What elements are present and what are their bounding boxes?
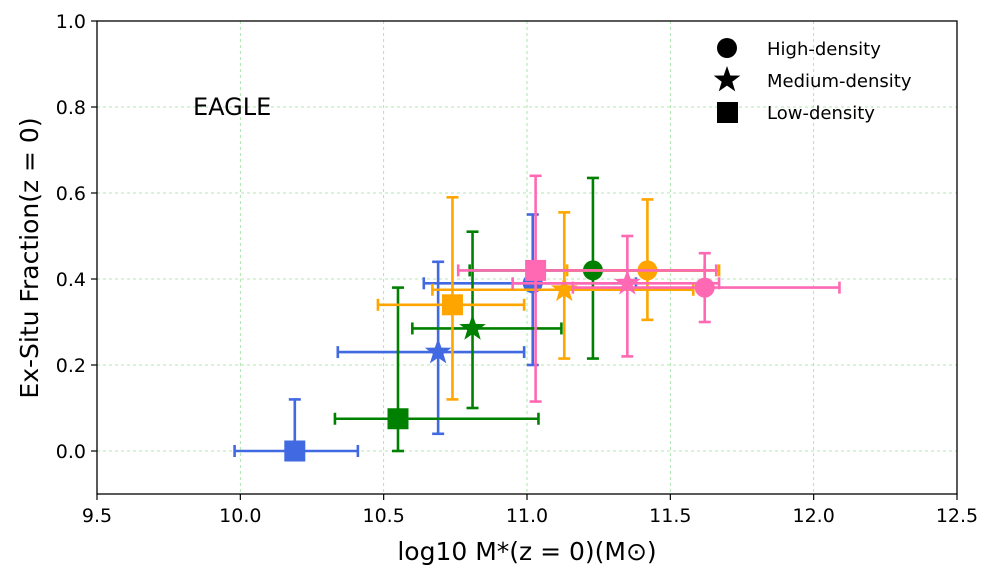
x-tick-label: 11.0	[506, 505, 548, 527]
point-square-green	[387, 408, 409, 430]
eagle-annotation: EAGLE	[193, 93, 271, 121]
legend-label-high-density: High-density	[767, 39, 881, 60]
y-tick-label: 0.0	[56, 441, 86, 463]
x-tick-label: 12.5	[936, 505, 978, 527]
point-square-blue	[284, 440, 306, 462]
x-tick-label: 9.5	[82, 505, 112, 527]
series-green	[333, 176, 707, 453]
legend-label-medium-density: Medium-density	[767, 71, 912, 92]
point-circle-pink	[694, 277, 715, 298]
legend-label-low-density: Low-density	[767, 103, 875, 124]
legend-circle-marker	[717, 38, 737, 58]
series-pink	[456, 174, 841, 403]
y-tick-label: 0.4	[56, 269, 86, 291]
legend-star-marker	[713, 66, 741, 92]
y-tick-label: 1.0	[56, 11, 86, 33]
point-star-pink	[614, 269, 641, 295]
legend-square-marker	[717, 102, 738, 123]
legend: High-density Medium-density Low-density	[713, 38, 912, 124]
x-axis-label: log10 M*(z = 0)(M⊙)	[397, 537, 656, 566]
x-tick-label: 10.5	[363, 505, 405, 527]
y-tick-label: 0.2	[56, 355, 86, 377]
x-tick-label: 12.0	[793, 505, 835, 527]
x-axis-ticks: 9.5 10.0 10.5 11.0 11.5 12.0 12.5	[82, 494, 978, 527]
x-tick-label: 10.0	[219, 505, 261, 527]
point-star-orange	[550, 275, 578, 302]
grid	[97, 21, 957, 494]
y-tick-label: 0.6	[56, 183, 86, 205]
point-square-pink	[525, 259, 547, 281]
point-star-green	[459, 314, 486, 340]
data-series	[233, 174, 841, 462]
point-star-blue	[424, 338, 452, 364]
x-tick-label: 11.5	[649, 505, 691, 527]
y-axis-ticks: 0.0 0.2 0.4 0.6 0.8 1.0	[56, 11, 97, 463]
y-axis-label: Ex-Situ Fraction(z = 0)	[15, 117, 44, 398]
y-tick-label: 0.8	[56, 97, 86, 119]
point-square-orange	[441, 294, 463, 316]
